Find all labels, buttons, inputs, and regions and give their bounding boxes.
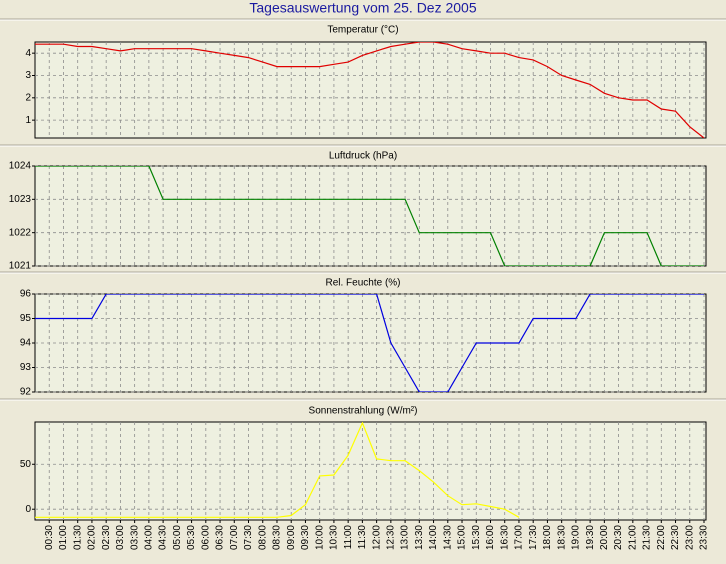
x-tick-label: 14:30 <box>442 525 453 550</box>
y-tick-label: 2 <box>25 92 31 103</box>
x-tick-label: 12:30 <box>385 525 396 550</box>
y-tick-label: 1021 <box>9 261 32 272</box>
x-tick-label: 17:30 <box>528 525 539 550</box>
data-line <box>35 166 704 266</box>
panel-title: Temperatur (°C) <box>327 25 398 36</box>
x-tick-label: 04:00 <box>144 525 155 550</box>
x-tick-label: 14:00 <box>428 525 439 550</box>
x-tick-label: 18:30 <box>556 525 567 550</box>
x-tick-label: 10:00 <box>314 525 325 550</box>
x-tick-label: 15:00 <box>457 525 468 550</box>
y-tick-label: 95 <box>20 313 32 324</box>
y-tick-label: 3 <box>25 70 31 81</box>
x-tick-label: 01:30 <box>72 525 83 550</box>
y-tick-label: 93 <box>20 362 32 373</box>
y-tick-label: 1024 <box>9 161 32 172</box>
x-tick-label: 02:00 <box>87 525 98 550</box>
y-tick-label: 92 <box>20 387 32 398</box>
x-tick-label: 07:30 <box>243 525 254 550</box>
x-tick-label: 20:30 <box>613 525 624 550</box>
x-tick-label: 18:00 <box>542 525 553 550</box>
x-tick-label: 03:30 <box>129 525 140 550</box>
data-line <box>35 42 705 138</box>
x-tick-label: 21:00 <box>627 525 638 550</box>
y-tick-label: 0 <box>25 504 31 515</box>
x-tick-label: 13:30 <box>414 525 425 550</box>
x-tick-label: 22:00 <box>656 525 667 550</box>
y-tick-label: 96 <box>20 289 32 300</box>
x-tick-label: 23:30 <box>699 525 710 550</box>
x-tick-label: 10:30 <box>329 525 340 550</box>
x-tick-label: 19:00 <box>571 525 582 550</box>
x-tick-label: 21:30 <box>642 525 653 550</box>
x-tick-label: 04:30 <box>158 525 169 550</box>
chart-title: Tagesauswertung vom 25. Dez 2005 <box>249 0 476 16</box>
y-tick-label: 94 <box>20 338 32 349</box>
x-tick-label: 08:30 <box>272 525 283 550</box>
data-line <box>35 422 520 518</box>
x-tick-label: 01:00 <box>58 525 69 550</box>
y-tick-label: 1 <box>25 115 31 126</box>
x-tick-label: 05:30 <box>186 525 197 550</box>
x-tick-label: 16:30 <box>499 525 510 550</box>
x-tick-label: 08:00 <box>257 525 268 550</box>
x-tick-label: 09:00 <box>286 525 297 550</box>
x-tick-label: 05:00 <box>172 525 183 550</box>
x-tick-label: 06:00 <box>200 525 211 550</box>
y-tick-label: 50 <box>20 459 32 470</box>
x-tick-label: 20:00 <box>599 525 610 550</box>
panel-title: Rel. Feuchte (%) <box>325 278 400 289</box>
x-tick-label: 16:00 <box>485 525 496 550</box>
x-tick-label: 09:30 <box>300 525 311 550</box>
panel-title: Sonnenstrahlung (W/m²) <box>309 406 418 417</box>
x-tick-label: 11:00 <box>343 525 354 550</box>
panel-title: Luftdruck (hPa) <box>329 151 397 162</box>
x-tick-label: 17:00 <box>514 525 525 550</box>
plot-area <box>34 41 707 139</box>
x-tick-label: 11:30 <box>357 525 368 550</box>
x-tick-label: 07:00 <box>229 525 240 550</box>
x-tick-label: 23:00 <box>684 525 695 550</box>
x-tick-label: 22:30 <box>670 525 681 550</box>
x-tick-label: 03:00 <box>115 525 126 550</box>
x-tick-label: 00:30 <box>44 525 55 550</box>
plot-area <box>34 421 707 521</box>
x-tick-label: 06:30 <box>215 525 226 550</box>
plot-area <box>34 165 707 267</box>
x-tick-label: 02:30 <box>101 525 112 550</box>
y-tick-label: 1022 <box>9 227 32 238</box>
y-tick-label: 4 <box>25 48 31 59</box>
x-tick-label: 15:30 <box>471 525 482 550</box>
y-tick-label: 1023 <box>9 194 32 205</box>
x-tick-label: 19:30 <box>585 525 596 550</box>
x-tick-label: 13:00 <box>400 525 411 550</box>
x-tick-label: 12:00 <box>371 525 382 550</box>
